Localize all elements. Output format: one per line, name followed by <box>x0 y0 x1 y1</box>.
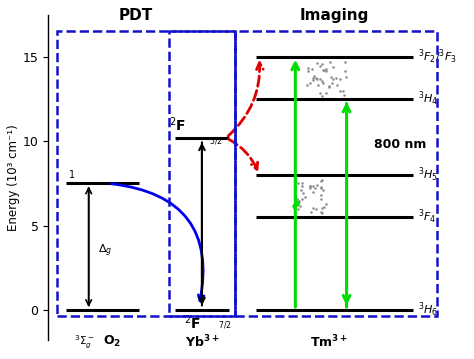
Text: $^3H_4$: $^3H_4$ <box>418 90 438 108</box>
Text: Imaging: Imaging <box>300 8 369 23</box>
Text: PDT: PDT <box>118 8 153 23</box>
Text: $\mathbf{Yb^{3+}}$: $\mathbf{Yb^{3+}}$ <box>185 334 219 350</box>
Text: $^3F_4$: $^3F_4$ <box>418 208 436 227</box>
Text: $\mathbf{O_2}$: $\mathbf{O_2}$ <box>102 334 121 349</box>
Text: $^2\mathbf{F}$: $^2\mathbf{F}$ <box>169 115 186 134</box>
Text: $^2\mathbf{F}$: $^2\mathbf{F}$ <box>184 313 201 332</box>
Text: $\mathbf{Tm^{3+}}$: $\mathbf{Tm^{3+}}$ <box>310 334 347 350</box>
Text: $_{5/2}$: $_{5/2}$ <box>209 135 223 148</box>
Text: $\Delta_g$: $\Delta_g$ <box>98 243 112 259</box>
Text: $^3\Sigma_g^-$: $^3\Sigma_g^-$ <box>74 334 95 351</box>
Text: $^3H_6$: $^3H_6$ <box>418 301 438 319</box>
Y-axis label: Energy (10³ cm⁻¹): Energy (10³ cm⁻¹) <box>7 124 20 231</box>
Text: $^3F_2/^3F_3$: $^3F_2/^3F_3$ <box>418 48 456 66</box>
Text: $_{7/2}$: $_{7/2}$ <box>218 320 232 332</box>
Text: 800 nm: 800 nm <box>374 138 426 151</box>
Text: $^3H_5$: $^3H_5$ <box>418 166 438 184</box>
Text: $1$: $1$ <box>68 168 75 180</box>
